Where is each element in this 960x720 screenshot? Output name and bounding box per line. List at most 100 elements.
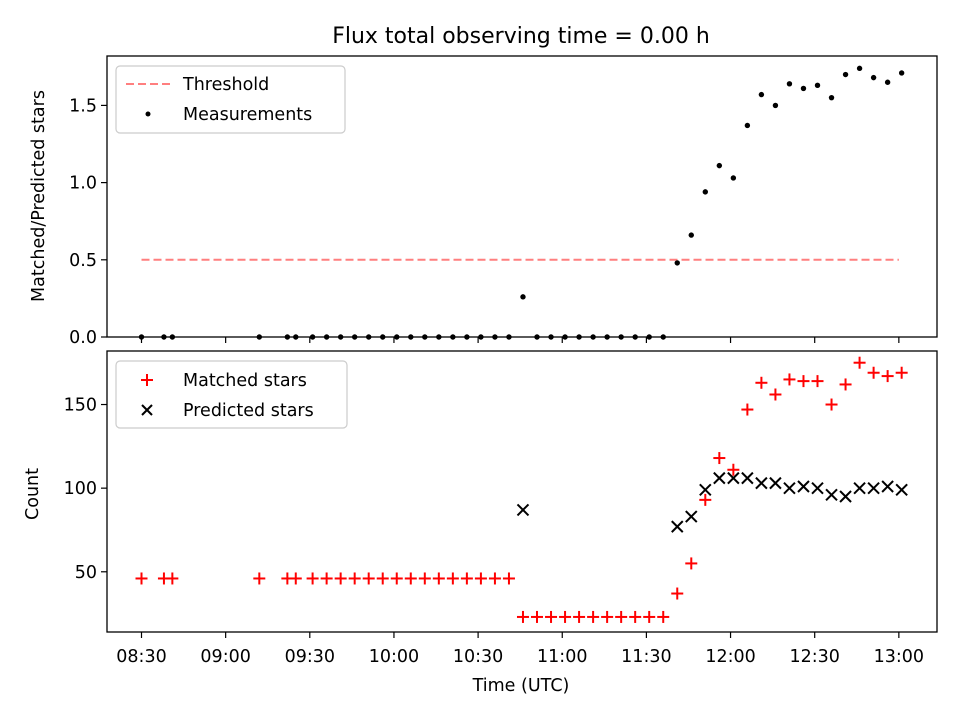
matched-star-point: [348, 572, 361, 585]
matched-star-point: [811, 375, 824, 388]
matched-star-point: [769, 388, 782, 401]
matched-star-point: [516, 610, 529, 623]
x-tick-label: 12:00: [705, 647, 755, 667]
predicted-star-point: [811, 481, 824, 495]
matched-star-point: [797, 375, 810, 388]
x-tick-label: 10:00: [369, 647, 419, 667]
x-tick-label: 09:00: [200, 647, 250, 667]
predicted-star-point: [825, 488, 838, 502]
predicted-star-point: [769, 476, 782, 490]
matched-star-point: [741, 403, 754, 416]
matched-star-point: [629, 610, 642, 623]
matched-star-point: [474, 572, 487, 585]
measurement-point: [898, 70, 905, 76]
predicted-star-point: [671, 520, 684, 533]
predicted-star-point: [895, 483, 908, 497]
measurement-point: [870, 74, 877, 81]
matched-star-point: [699, 493, 712, 506]
measurement-point: [758, 91, 765, 98]
matched-star-point: [727, 463, 740, 476]
measurement-point: [730, 175, 737, 181]
measurement-point: [828, 94, 835, 101]
matched-star-point: [432, 572, 445, 585]
matched-star-point: [755, 376, 768, 389]
matched-star-point: [867, 366, 880, 379]
top-legend: Threshold Measurements: [115, 65, 346, 134]
matched-star-point: [713, 452, 726, 465]
matched-star-point: [559, 610, 572, 623]
matched-star-point: [376, 572, 389, 585]
predicted-star-point: [797, 480, 810, 493]
predicted-star-point: [685, 510, 698, 523]
bottom-y-axis-label: Count: [23, 468, 43, 520]
matched-star-point: [615, 610, 628, 623]
matched-star-point: [643, 610, 656, 623]
legend-measurements-swatch: [145, 111, 151, 117]
matched-star-point: [306, 572, 319, 585]
predicted-star-point: [783, 481, 796, 495]
measurement-point: [688, 232, 694, 238]
matched-star-point: [320, 572, 333, 585]
measurement-point: [702, 189, 709, 195]
top-legend-box: [115, 65, 346, 134]
matched-star-point: [135, 572, 148, 585]
measurement-point: [674, 260, 680, 266]
measurement-point: [744, 122, 751, 129]
measurement-point: [842, 71, 849, 78]
x-tick-label: 09:30: [285, 647, 335, 667]
legend-matched-label: Matched stars: [183, 371, 307, 391]
matched-star-point: [601, 610, 614, 623]
legend-measurements-label: Measurements: [183, 105, 312, 125]
matched-star-point: [334, 572, 347, 585]
bottom-legend-box: [115, 360, 348, 429]
legend-threshold-label: Threshold: [182, 75, 269, 95]
measurement-point: [800, 85, 807, 92]
matched-star-point: [502, 572, 515, 585]
matched-star-point: [166, 572, 179, 585]
x-tick-label: 08:30: [116, 647, 166, 667]
top-y-tick-label: 1.0: [69, 174, 97, 194]
top-x-ticks: [140, 337, 900, 343]
measurement-point: [814, 82, 821, 89]
matched-star-point: [404, 572, 417, 585]
predicted-star-point: [699, 483, 712, 497]
x-tick-label: 12:30: [789, 647, 839, 667]
matched-star-point: [289, 572, 302, 585]
matched-star-point: [853, 356, 866, 369]
bottom-legend: Matched stars Predicted stars: [115, 360, 348, 429]
bottom-y-tick-label: 150: [64, 396, 97, 416]
matched-star-point: [657, 610, 670, 623]
matched-star-point: [545, 610, 558, 623]
top-y-tick-label: 0.0: [69, 328, 97, 348]
matched-star-point: [460, 572, 473, 585]
predicted-star-point: [741, 471, 754, 485]
bottom-plot-frame: [106, 350, 938, 633]
matched-star-point: [418, 572, 431, 585]
bottom-series-layer: [135, 356, 908, 623]
predicted-star-point: [516, 503, 530, 517]
measurement-point: [520, 294, 526, 300]
top-chart-panel: Flux total observing time = 0.00 h Match…: [29, 24, 938, 348]
matched-star-point: [531, 610, 544, 623]
matched-star-point: [881, 370, 894, 383]
predicted-star-point: [839, 490, 852, 503]
predicted-star-point: [853, 481, 866, 495]
matched-star-point: [587, 610, 600, 623]
matched-star-point: [783, 373, 796, 386]
predicted-star-point: [881, 480, 894, 493]
measurement-point: [786, 81, 793, 87]
predicted-star-point: [755, 476, 768, 490]
top-y-ticks: 0.0 0.5 1.0 1.5: [69, 96, 107, 348]
measurement-point: [884, 79, 891, 85]
x-tick-label: 11:00: [537, 647, 587, 667]
matched-star-point: [488, 572, 501, 585]
top-y-tick-label: 1.5: [69, 96, 97, 116]
top-y-axis-label: Matched/Predicted stars: [29, 90, 49, 302]
matched-star-point: [362, 572, 375, 585]
matched-star-point: [573, 610, 586, 623]
legend-predicted-label: Predicted stars: [183, 401, 314, 421]
bottom-y-tick-label: 50: [75, 563, 97, 583]
bottom-y-tick-label: 100: [64, 479, 97, 499]
legend-predicted-swatch: [141, 404, 153, 416]
